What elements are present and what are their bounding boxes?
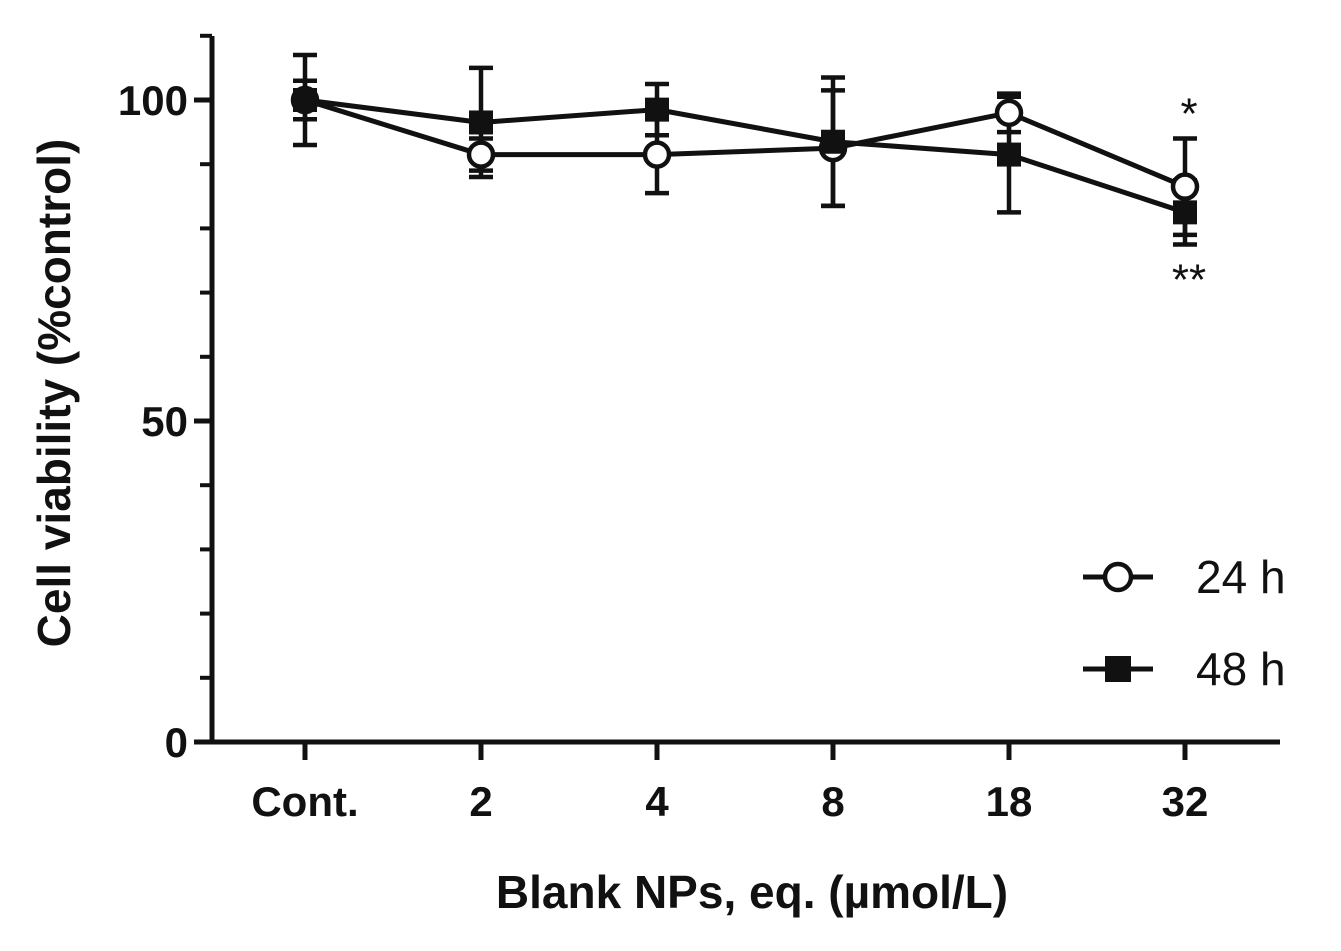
data-point-open-circle xyxy=(642,140,672,169)
data-point-open-circle xyxy=(466,140,496,169)
series-line-1 xyxy=(304,97,1186,215)
data-point-filled-square xyxy=(293,88,317,112)
legend: 24 h 48 h xyxy=(1083,551,1286,695)
y-tick-label: 50 xyxy=(141,398,188,445)
data-point-filled-square xyxy=(645,97,669,122)
data-point-filled-square xyxy=(821,129,845,154)
x-axis-title: Blank NPs, eq. (µmol/L) xyxy=(496,866,1008,918)
data-point-open-circle xyxy=(1170,172,1200,201)
y-tick-label: 0 xyxy=(165,719,188,766)
legend-label: 48 h xyxy=(1196,643,1286,695)
y-axis-title: Cell viability (%control) xyxy=(28,139,80,648)
significance-marker: ** xyxy=(1172,255,1206,304)
legend-marker-open-circle xyxy=(1102,561,1134,593)
data-point-filled-square xyxy=(1173,200,1197,225)
legend-label: 24 h xyxy=(1196,551,1286,603)
series-line-0 xyxy=(304,97,1186,189)
x-tick-label: 4 xyxy=(645,778,669,825)
x-tick-label: 2 xyxy=(469,778,492,825)
series-lines xyxy=(304,97,1186,215)
data-point-filled-square xyxy=(469,110,493,135)
significance-annotations: *** xyxy=(1172,90,1206,305)
data-point-filled-square xyxy=(997,142,1021,167)
x-tick-label: 32 xyxy=(1162,778,1209,825)
data-point-open-circle xyxy=(994,98,1024,128)
data-markers xyxy=(290,85,1200,225)
x-tick-label: Cont. xyxy=(251,778,358,825)
axes: 0 50 100 Cont. 2 4 8 18 32 Blank NPs, eq. (µmol/L… xyxy=(28,33,1280,918)
y-tick-label: 100 xyxy=(118,77,188,124)
legend-marker-filled-square xyxy=(1105,656,1131,682)
x-tick-label: 8 xyxy=(821,778,844,825)
x-tick-label: 18 xyxy=(986,778,1033,825)
significance-marker: * xyxy=(1180,90,1197,139)
